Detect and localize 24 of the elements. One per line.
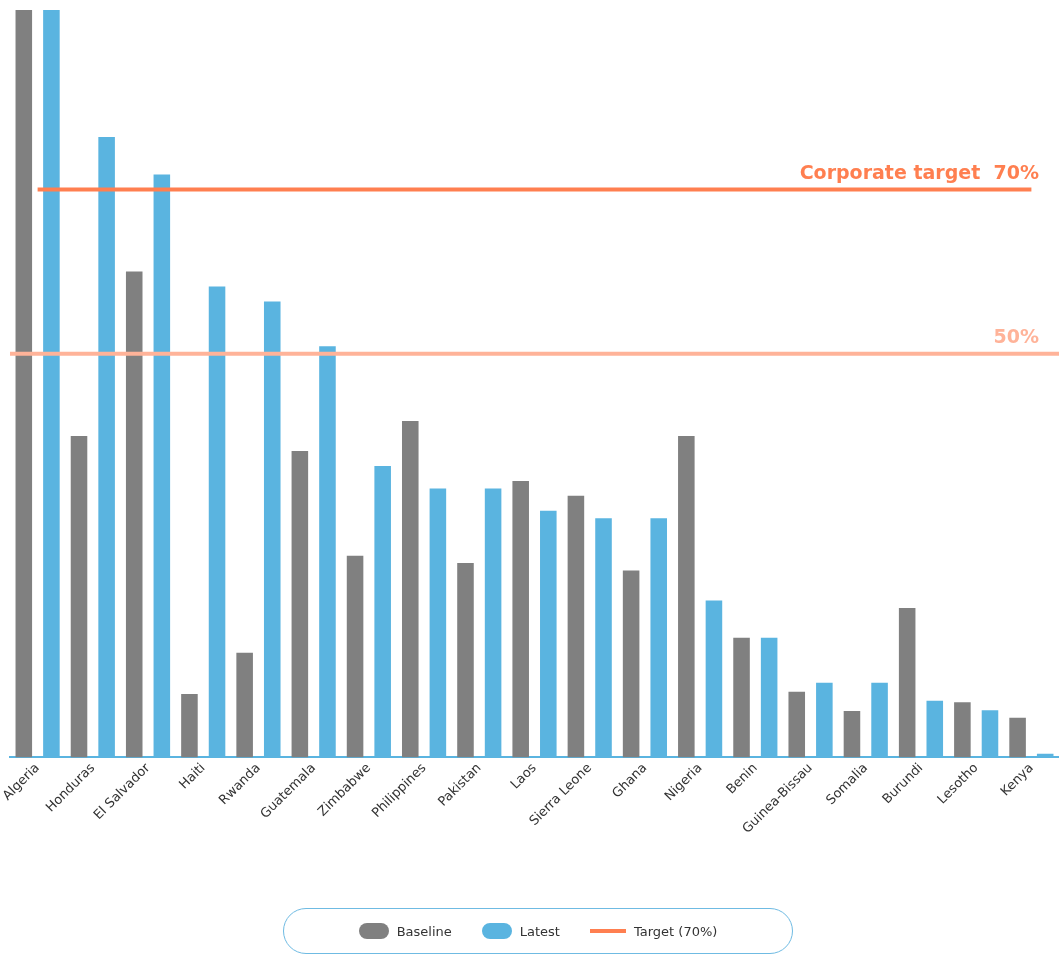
bar	[954, 702, 971, 758]
legend-label: Target (70%)	[633, 923, 718, 939]
bar	[291, 451, 309, 758]
bar	[236, 652, 253, 758]
bar	[843, 711, 861, 758]
bar	[402, 421, 419, 758]
bar	[181, 693, 198, 758]
bar	[125, 271, 143, 758]
bar	[15, 10, 33, 758]
bar	[1009, 717, 1026, 758]
annotation: Corporate target 70%	[799, 160, 1039, 183]
annotation: 50%	[993, 325, 1039, 348]
bar	[346, 555, 364, 758]
bar	[622, 570, 640, 758]
bar	[733, 637, 750, 758]
bar	[788, 691, 806, 758]
bar	[678, 436, 695, 758]
bar	[512, 480, 529, 758]
legend-label: Latest	[519, 923, 560, 939]
bar	[457, 563, 474, 758]
legend-label: Baseline	[396, 923, 452, 939]
bar	[898, 607, 916, 758]
bar	[70, 436, 88, 758]
bar	[567, 495, 585, 758]
